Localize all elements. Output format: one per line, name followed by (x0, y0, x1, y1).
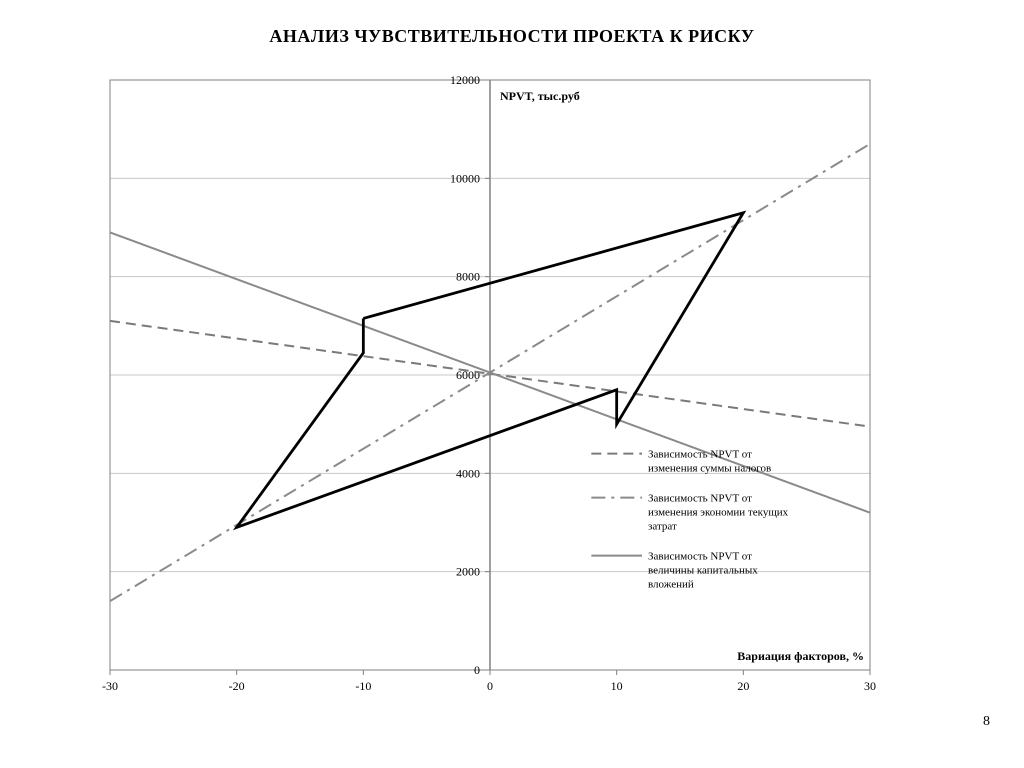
svg-text:2000: 2000 (456, 565, 480, 579)
page-title: АНАЛИЗ ЧУВСТВИТЕЛЬНОСТИ ПРОЕКТА К РИСКУ (0, 26, 1024, 47)
svg-text:Зависимость NPVT от: Зависимость NPVT от (648, 551, 752, 563)
svg-text:8000: 8000 (456, 270, 480, 284)
svg-text:затрат: затрат (648, 521, 677, 533)
svg-text:Вариация факторов, %: Вариация факторов, % (737, 649, 864, 663)
svg-text:изменения экономии текущих: изменения экономии текущих (648, 507, 789, 519)
svg-text:10: 10 (611, 679, 623, 693)
svg-text:20: 20 (737, 679, 749, 693)
svg-text:-10: -10 (355, 679, 371, 693)
svg-text:12000: 12000 (450, 73, 480, 87)
svg-text:NPVT, тыс.руб: NPVT, тыс.руб (500, 89, 580, 103)
sensitivity-chart: 020004000600080001000012000NPVT, тыс.руб… (70, 70, 890, 710)
svg-text:0: 0 (487, 679, 493, 693)
svg-text:изменения суммы налогов: изменения суммы налогов (648, 463, 771, 475)
svg-text:10000: 10000 (450, 171, 480, 185)
svg-text:вложений: вложений (648, 579, 694, 591)
svg-text:0: 0 (474, 663, 480, 677)
page-number: 8 (983, 714, 990, 730)
svg-text:-30: -30 (102, 679, 118, 693)
svg-text:4000: 4000 (456, 466, 480, 480)
svg-text:30: 30 (864, 679, 876, 693)
svg-text:величины капитальных: величины капитальных (648, 565, 758, 577)
svg-text:Зависимость NPVT от: Зависимость NPVT от (648, 493, 752, 505)
svg-text:Зависимость NPVT от: Зависимость NPVT от (648, 449, 752, 461)
svg-text:-20: -20 (229, 679, 245, 693)
